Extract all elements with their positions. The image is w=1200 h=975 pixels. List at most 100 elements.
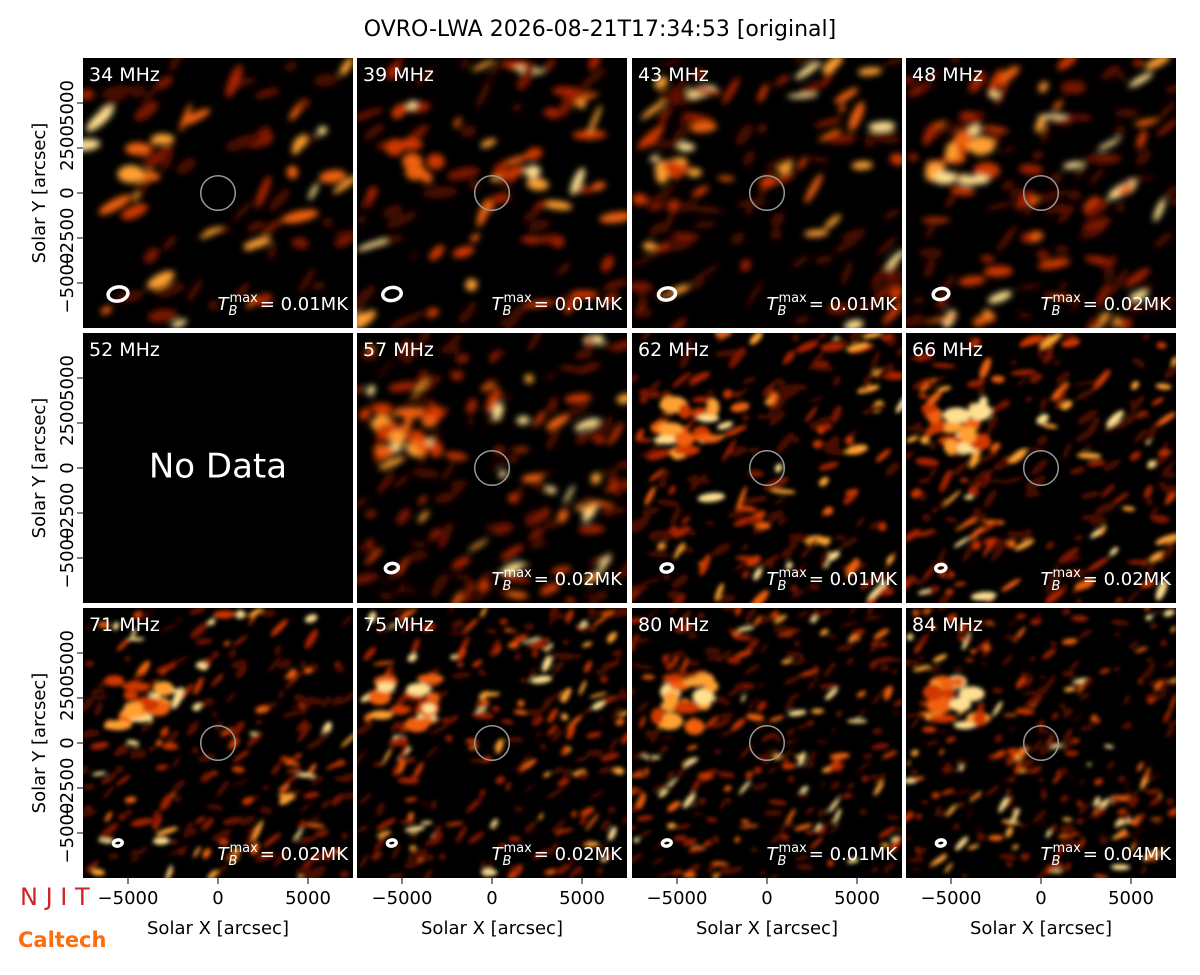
emission-blob xyxy=(94,702,103,717)
emission-blob xyxy=(1157,481,1166,487)
emission-blob xyxy=(1051,360,1062,366)
emission-blob xyxy=(945,804,957,817)
emission-blob xyxy=(574,351,593,358)
emission-blob xyxy=(357,722,374,736)
emission-blob xyxy=(970,648,976,655)
emission-blob xyxy=(1010,359,1018,365)
emission-blob xyxy=(855,759,872,774)
emission-blob xyxy=(363,123,385,140)
emission-blob xyxy=(570,495,591,510)
emission-blob xyxy=(421,623,437,632)
emission-blob xyxy=(1082,217,1112,231)
tb-subscript: B xyxy=(778,854,787,869)
emission-blob xyxy=(912,665,931,672)
solar-disk xyxy=(1022,449,1060,487)
emission-blob xyxy=(906,836,914,841)
emission-blob xyxy=(839,537,859,549)
emission-blob xyxy=(615,462,627,468)
emission-blob xyxy=(678,610,691,626)
emission-blob xyxy=(649,155,660,162)
emission-blob xyxy=(499,843,505,849)
emission-blob xyxy=(819,442,840,449)
emission-blob xyxy=(451,556,471,570)
emission xyxy=(357,58,627,328)
emission-blob xyxy=(691,812,703,816)
emission-blob xyxy=(1007,726,1016,732)
brightness-label: TBmax = 0.02MK xyxy=(218,841,350,869)
emission-blob xyxy=(687,847,706,853)
source-blob xyxy=(949,697,972,712)
emission-blob xyxy=(640,773,650,779)
emission-blob xyxy=(991,375,1005,383)
emission-blob xyxy=(578,524,605,534)
emission-blob xyxy=(666,770,675,779)
emission-blob xyxy=(762,382,776,397)
emission-blob xyxy=(685,338,693,346)
emission-blob xyxy=(511,447,530,453)
emission-blob xyxy=(644,730,659,738)
emission-blob xyxy=(193,677,204,695)
emission-blob xyxy=(598,592,607,599)
emission-blob xyxy=(919,700,927,707)
emission-blob xyxy=(1053,206,1076,212)
emission-blob xyxy=(1077,409,1098,425)
emission-blob xyxy=(827,133,857,145)
emission-blob xyxy=(1096,832,1106,841)
emission-blob xyxy=(1160,639,1167,647)
emission-blob xyxy=(511,103,523,112)
emission-blob xyxy=(586,500,612,507)
emission-blob xyxy=(873,283,896,301)
emission-blob xyxy=(98,621,110,629)
emission-blob xyxy=(704,520,716,525)
emission-blob xyxy=(1073,738,1080,744)
source-blob xyxy=(417,717,435,726)
emission-blob xyxy=(377,471,395,494)
emission-blob xyxy=(383,205,403,219)
emission-blob xyxy=(480,375,494,391)
emission-blob xyxy=(968,469,987,490)
emission-blob xyxy=(83,139,101,152)
emission-blob xyxy=(862,333,883,339)
emission-blob xyxy=(819,549,830,569)
emission-blob xyxy=(421,801,428,806)
emission-blob xyxy=(635,428,645,442)
emission-blob xyxy=(720,728,736,737)
emission-blob xyxy=(769,414,778,424)
emission-blob xyxy=(341,772,353,779)
emission-blob xyxy=(804,229,829,237)
emission-blob xyxy=(1045,589,1064,603)
emission-blob xyxy=(262,784,270,791)
emission-blob xyxy=(632,586,644,603)
emission-blob xyxy=(1051,382,1070,401)
emission-blob xyxy=(1093,369,1111,390)
emission-blob xyxy=(871,742,890,750)
emission-blob xyxy=(742,497,769,503)
emission-blob xyxy=(528,219,550,232)
emission-blob xyxy=(387,872,405,878)
source-blob xyxy=(942,407,971,423)
emission-blob xyxy=(742,150,756,166)
emission-blob xyxy=(1166,798,1174,806)
emission-blob xyxy=(468,538,489,552)
emission-blob xyxy=(566,609,574,624)
emission-blob xyxy=(475,79,491,109)
emission-blob xyxy=(1061,338,1081,348)
emission-blob xyxy=(597,553,611,575)
emission-blob xyxy=(1044,674,1056,691)
emission-blob xyxy=(259,806,273,815)
emission-blob xyxy=(236,609,245,619)
emission-blob xyxy=(406,550,429,562)
emission-blob xyxy=(588,598,600,603)
tb-superscript: max xyxy=(778,566,807,581)
source-blob xyxy=(973,162,1000,179)
emission-blob xyxy=(1032,685,1047,699)
emission-blob xyxy=(1111,267,1128,296)
emission-blob xyxy=(1145,656,1153,663)
emission-blob xyxy=(1154,822,1161,826)
emission-blob xyxy=(611,339,627,352)
emission-blob xyxy=(524,783,535,793)
emission-blob xyxy=(880,842,890,848)
emission-blob xyxy=(772,172,796,185)
emission-blob xyxy=(1086,460,1106,467)
emission-blob xyxy=(334,849,343,855)
